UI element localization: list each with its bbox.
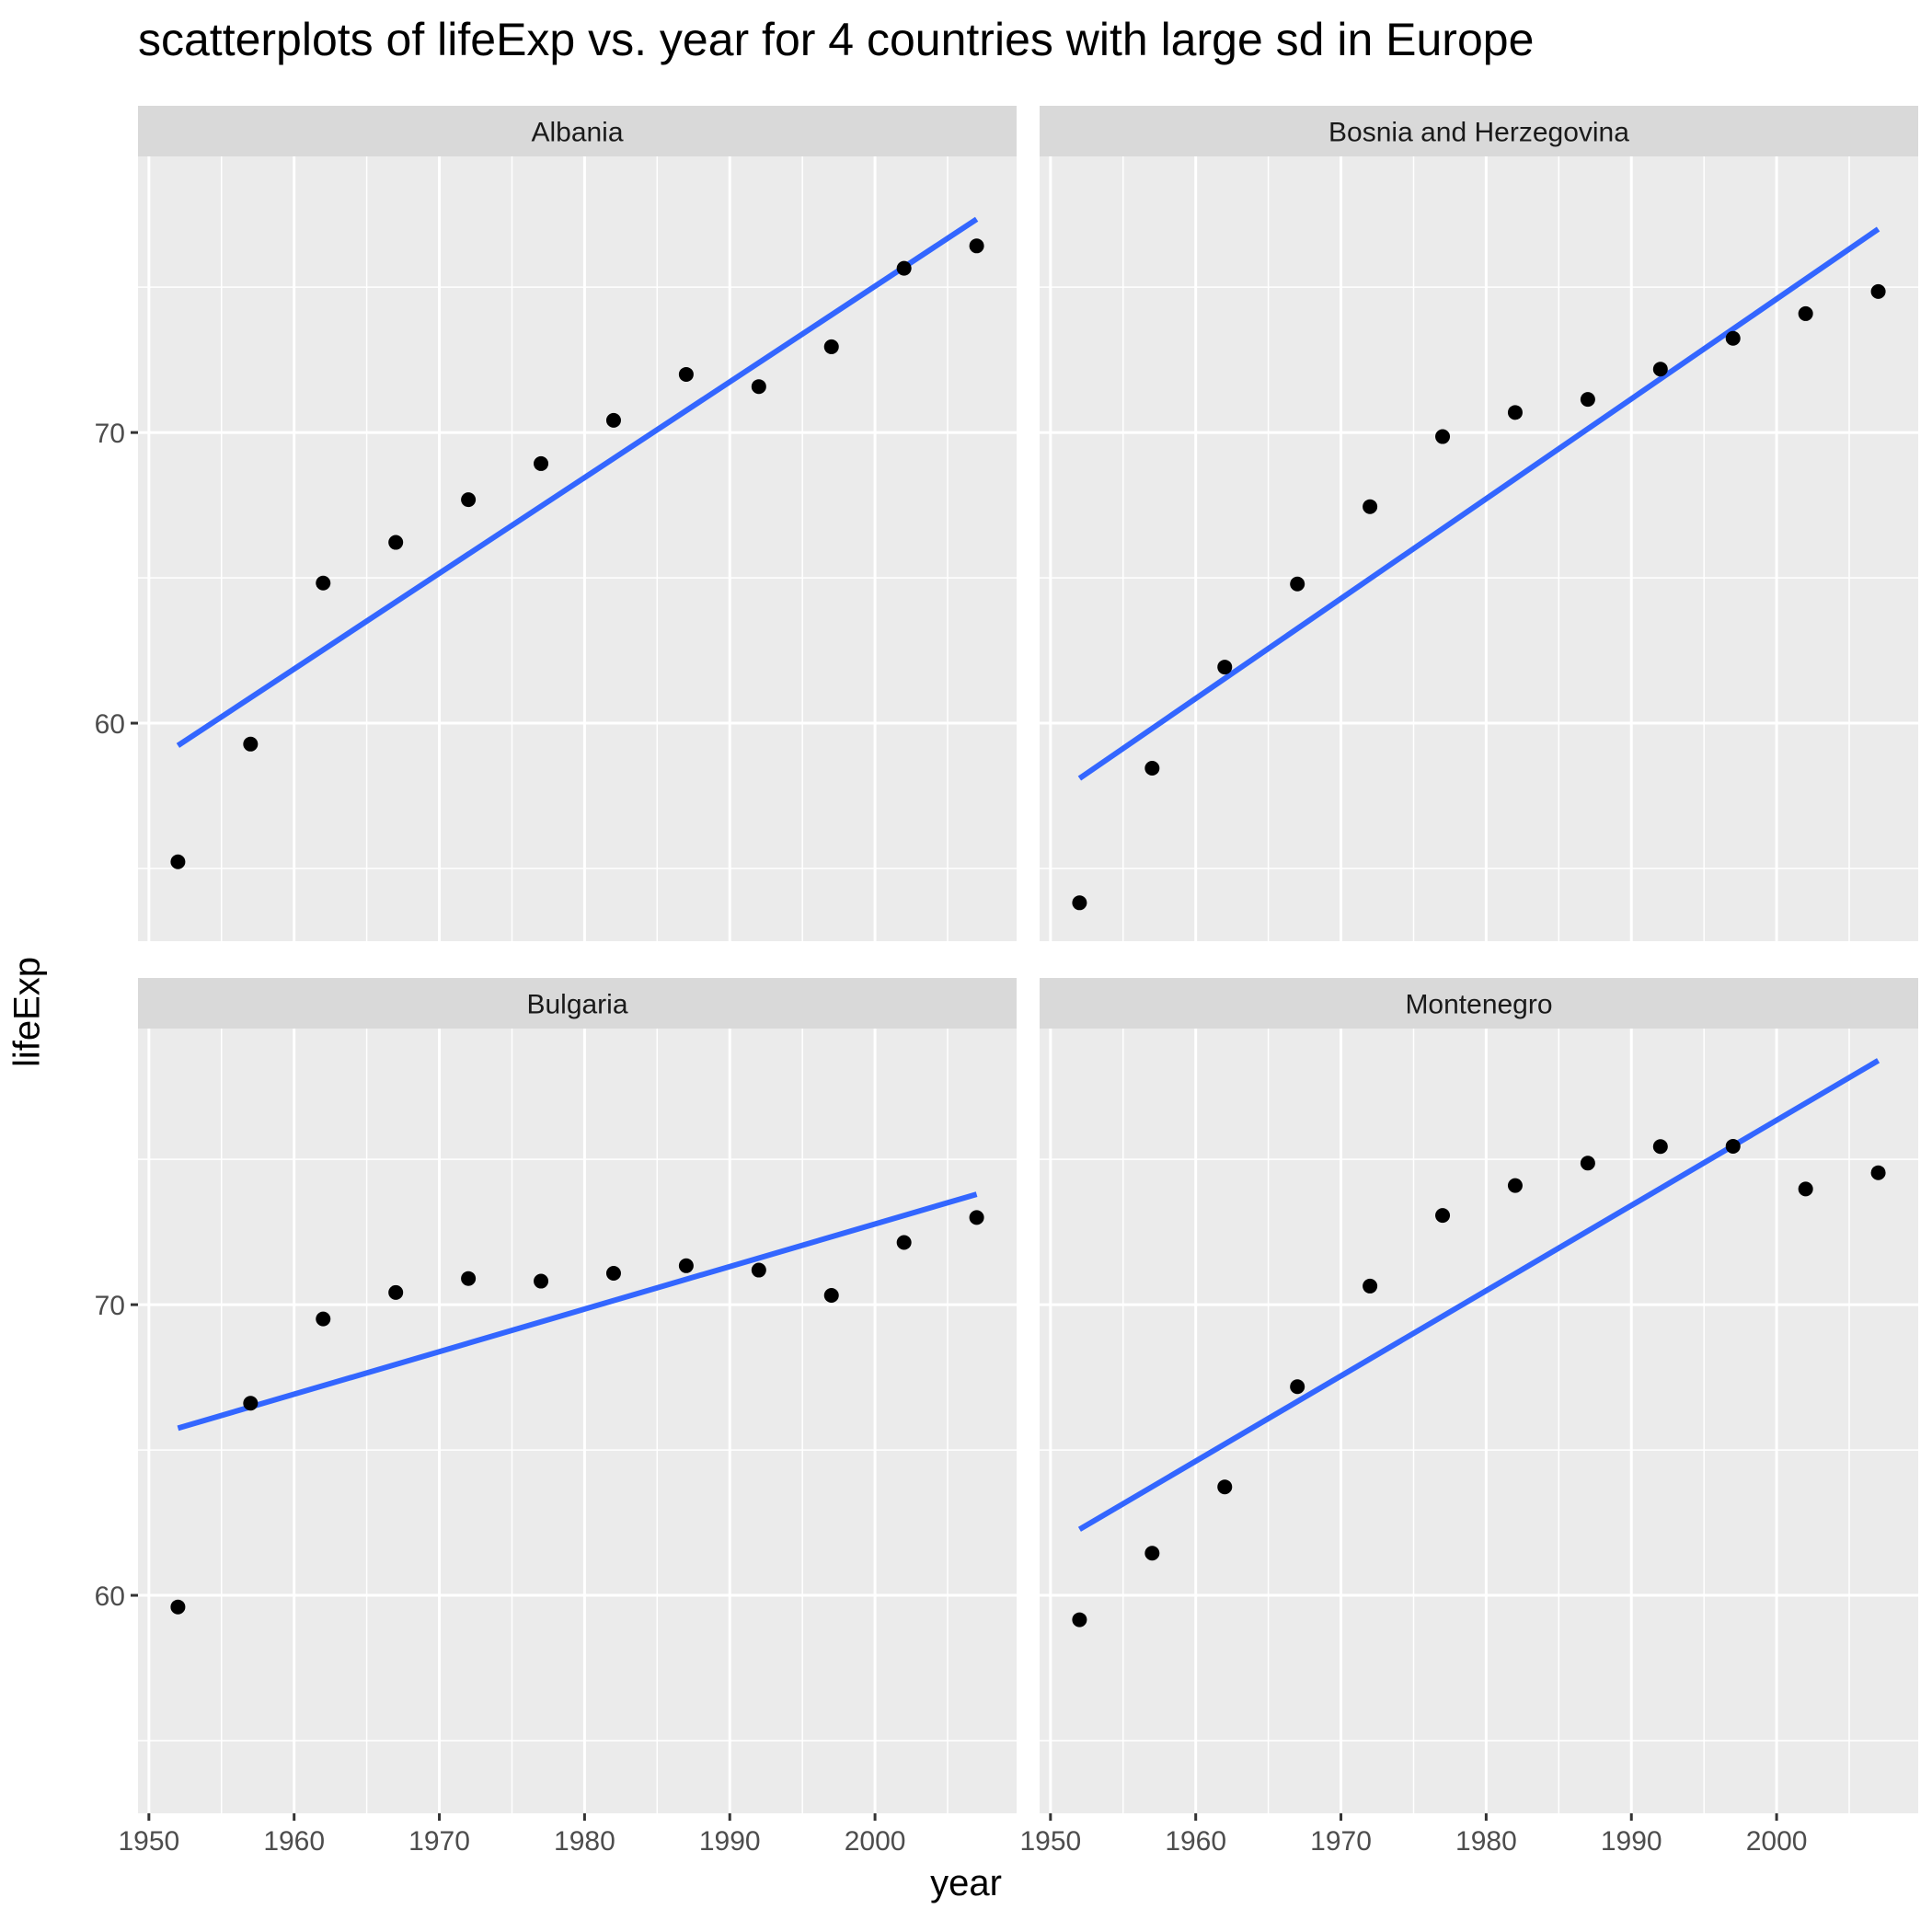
chart-title: scatterplots of lifeExp vs. year for 4 c… [138,14,1535,65]
data-point-bosnia-and-herzegovina [1435,429,1451,444]
data-point-albania [534,455,549,471]
data-point-bosnia-and-herzegovina [1144,761,1160,776]
facet-strip-bosnia-and-herzegovina [1040,106,1918,156]
fit-line-albania [176,216,979,748]
data-point-montenegro [1507,1178,1523,1193]
data-point-montenegro [1290,1379,1305,1395]
x-tick-label: 1980 [554,1826,615,1857]
data-point-albania [461,492,477,508]
panel-background-albania [138,156,1017,941]
x-tick-label: 1970 [1310,1826,1372,1857]
facet-label-albania: Albania [531,118,623,148]
y-axis-title-wrap: lifeExp [2,920,53,1104]
facet-strip-bulgaria [138,978,1017,1029]
data-point-bosnia-and-herzegovina [1217,660,1233,675]
data-point-albania [896,260,912,276]
facet-strip-montenegro [1040,978,1918,1029]
data-point-montenegro [1217,1479,1233,1495]
x-tick-label: 1980 [1455,1826,1517,1857]
data-point-bulgaria [316,1311,331,1327]
y-tick-label: 60 [95,1581,125,1612]
data-point-bulgaria [605,1266,621,1282]
data-point-bosnia-and-herzegovina [1652,362,1668,377]
facet-label-bulgaria: Bulgaria [526,990,627,1020]
data-point-albania [969,238,984,254]
data-point-albania [243,736,259,752]
data-point-bulgaria [534,1273,549,1289]
x-axis-title: year [930,1863,1002,1903]
x-tick-label: 2000 [1746,1826,1808,1857]
data-point-bosnia-and-herzegovina [1290,576,1305,592]
panel-background-bulgaria [138,1029,1017,1813]
data-point-bosnia-and-herzegovina [1507,405,1523,420]
panel-background-montenegro [1040,1029,1918,1813]
x-tick-label: 1990 [1601,1826,1662,1857]
data-point-montenegro [1144,1546,1160,1561]
x-tick-label: 1950 [118,1826,179,1857]
data-point-albania [316,575,331,591]
data-point-bulgaria [243,1396,259,1411]
data-point-bulgaria [461,1271,477,1286]
data-point-bosnia-and-herzegovina [1363,499,1378,514]
data-point-bulgaria [678,1258,694,1273]
data-point-bulgaria [751,1262,766,1278]
y-tick-label: 70 [95,1291,125,1321]
data-point-bulgaria [170,1599,186,1615]
x-tick-label: 1960 [263,1826,325,1857]
x-tick-label: 1950 [1019,1826,1081,1857]
data-point-montenegro [1870,1165,1886,1180]
x-tick-label: 1990 [699,1826,761,1857]
data-point-bosnia-and-herzegovina [1725,330,1741,346]
fit-line-bulgaria [177,1191,978,1432]
y-axis-title: lifeExp [6,956,48,1068]
data-point-montenegro [1652,1139,1668,1155]
data-point-bulgaria [823,1288,839,1304]
fit-line-montenegro [1077,1058,1880,1532]
y-tick-label: 60 [95,709,125,740]
x-tick-label: 1960 [1165,1826,1226,1857]
data-point-bosnia-and-herzegovina [1580,392,1595,408]
data-point-albania [823,339,839,354]
data-point-albania [605,412,621,428]
data-point-albania [170,854,186,869]
panel-background-bosnia-and-herzegovina [1040,156,1918,941]
data-point-montenegro [1435,1208,1451,1224]
facet-label-montenegro: Montenegro [1405,990,1552,1020]
fit-line-bosnia-and-herzegovina [1077,226,1880,781]
data-point-bosnia-and-herzegovina [1870,283,1886,299]
facet-strip-albania [138,106,1017,156]
data-point-montenegro [1725,1138,1741,1154]
data-point-bosnia-and-herzegovina [1798,305,1813,321]
data-point-bulgaria [969,1210,984,1225]
y-tick-label: 70 [95,419,125,449]
data-point-albania [388,535,404,550]
data-point-montenegro [1072,1612,1087,1627]
data-point-bulgaria [896,1235,912,1250]
data-point-montenegro [1363,1278,1378,1294]
data-point-albania [678,366,694,382]
data-point-montenegro [1580,1156,1595,1171]
data-point-albania [751,379,766,395]
data-point-montenegro [1798,1181,1813,1197]
facet-label-bosnia-and-herzegovina: Bosnia and Herzegovina [1328,118,1629,148]
data-point-bulgaria [388,1284,404,1300]
x-tick-label: 2000 [845,1826,906,1857]
x-tick-label: 1970 [408,1826,470,1857]
data-point-bosnia-and-herzegovina [1072,895,1087,911]
